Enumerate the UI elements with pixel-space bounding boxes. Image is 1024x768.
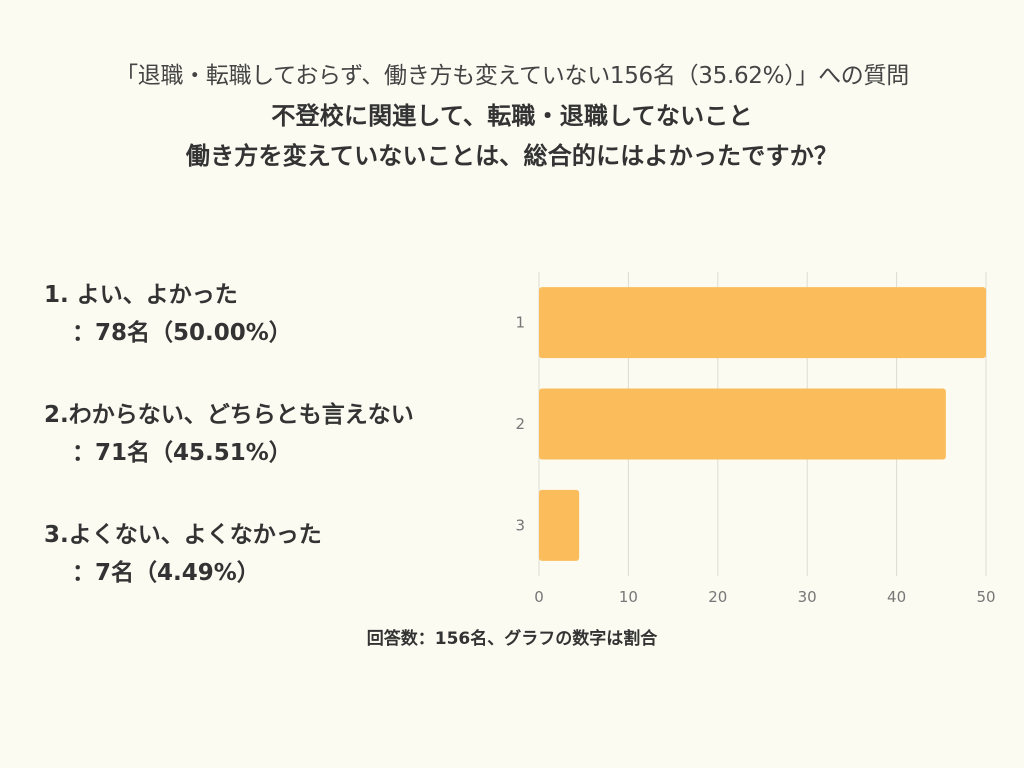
answer-3: 3.よくない、よくなかった ：7名（4.49%） — [44, 516, 322, 592]
answer-1-count: ：78名（50.00%） — [72, 320, 292, 346]
answer-2-count: ：71名（45.51%） — [72, 440, 292, 466]
y-tick-label-3: 3 — [515, 516, 525, 534]
answer-3-label: 3.よくない、よくなかった — [44, 522, 322, 548]
x-tick-label-0: 0 — [534, 588, 544, 606]
x-tick-label-30: 30 — [798, 588, 817, 606]
answer-2-label: 2.わからない、どちらとも言えない — [44, 402, 414, 428]
x-tick-label-50: 50 — [976, 588, 995, 606]
y-tick-label-1: 1 — [515, 314, 525, 332]
x-tick-label-20: 20 — [708, 588, 727, 606]
bar-2 — [539, 388, 946, 460]
answer-1-label: 1. よい、よかった — [44, 282, 238, 308]
bar-3 — [539, 489, 580, 561]
y-tick-label-2: 2 — [515, 415, 525, 433]
response-count-note: 回答数：156名、グラフの数字は割合 — [366, 629, 658, 649]
bar-1 — [539, 287, 986, 359]
survey-subtitle: 「退職・転職しておらず、働き方も変えていない156名（35.62%）」への質問 — [115, 63, 909, 89]
bar-chart: 0 10 20 30 40 50 1 2 3 — [515, 272, 996, 606]
x-tick-label-40: 40 — [887, 588, 906, 606]
answer-3-count: ：7名（4.49%） — [72, 560, 260, 586]
x-tick-label-10: 10 — [619, 588, 638, 606]
answer-2: 2.わからない、どちらとも言えない ：71名（45.51%） — [44, 396, 414, 472]
answer-1: 1. よい、よかった ：78名（50.00%） — [44, 276, 292, 352]
question-line-2: 働き方を変えていないことは、総合的にはよかったですか？ — [185, 142, 839, 170]
question-line-1: 不登校に関連して、転職・退職してないこと — [271, 102, 753, 130]
